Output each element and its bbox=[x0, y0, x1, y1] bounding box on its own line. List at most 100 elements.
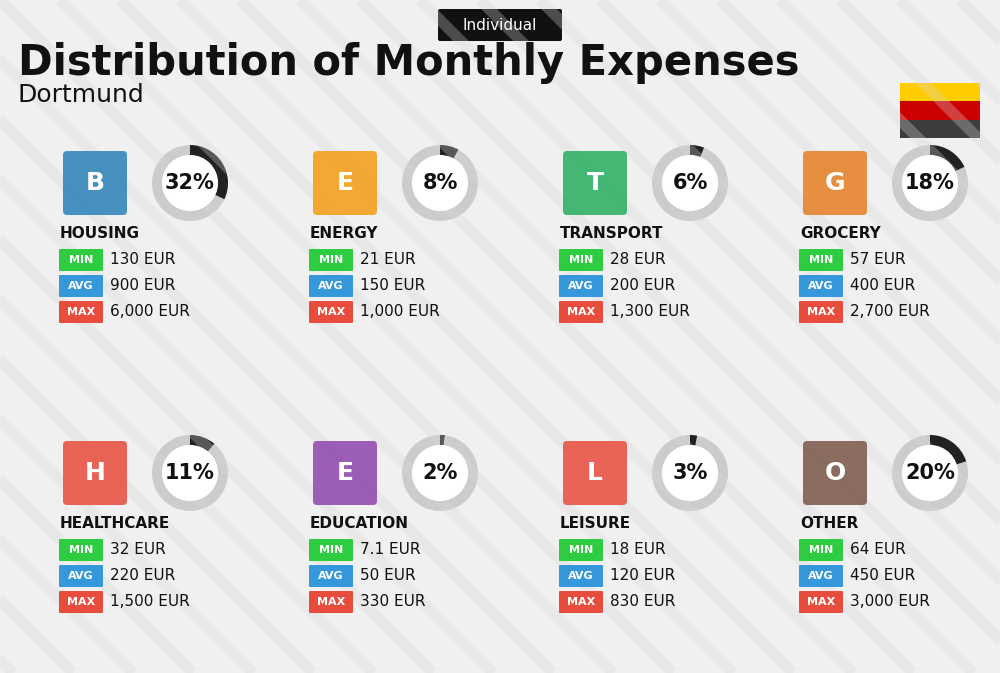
Wedge shape bbox=[892, 435, 968, 511]
Wedge shape bbox=[930, 435, 966, 464]
Text: 64 EUR: 64 EUR bbox=[850, 542, 906, 557]
FancyBboxPatch shape bbox=[313, 151, 377, 215]
Text: 21 EUR: 21 EUR bbox=[360, 252, 416, 267]
Text: L: L bbox=[587, 461, 603, 485]
Circle shape bbox=[903, 446, 957, 500]
Text: 18 EUR: 18 EUR bbox=[610, 542, 666, 557]
Text: B: B bbox=[86, 171, 104, 195]
Text: 28 EUR: 28 EUR bbox=[610, 252, 666, 267]
Text: 330 EUR: 330 EUR bbox=[360, 594, 426, 610]
Text: 1,500 EUR: 1,500 EUR bbox=[110, 594, 190, 610]
Wedge shape bbox=[652, 435, 728, 511]
FancyBboxPatch shape bbox=[59, 249, 103, 271]
Text: 220 EUR: 220 EUR bbox=[110, 569, 175, 583]
FancyBboxPatch shape bbox=[559, 249, 603, 271]
Text: MIN: MIN bbox=[319, 255, 343, 265]
Text: 400 EUR: 400 EUR bbox=[850, 279, 915, 293]
Text: MAX: MAX bbox=[567, 597, 595, 607]
Wedge shape bbox=[440, 435, 445, 446]
Text: 200 EUR: 200 EUR bbox=[610, 279, 675, 293]
Text: 57 EUR: 57 EUR bbox=[850, 252, 906, 267]
Text: E: E bbox=[336, 461, 354, 485]
Wedge shape bbox=[690, 145, 704, 157]
Text: ENERGY: ENERGY bbox=[310, 225, 378, 240]
Wedge shape bbox=[402, 435, 478, 511]
FancyBboxPatch shape bbox=[559, 591, 603, 613]
FancyBboxPatch shape bbox=[799, 565, 843, 587]
Text: HEALTHCARE: HEALTHCARE bbox=[60, 516, 170, 530]
FancyBboxPatch shape bbox=[900, 102, 980, 120]
FancyBboxPatch shape bbox=[309, 301, 353, 323]
Circle shape bbox=[163, 446, 217, 500]
Text: E: E bbox=[336, 171, 354, 195]
Text: 3%: 3% bbox=[672, 463, 708, 483]
Text: MAX: MAX bbox=[807, 597, 835, 607]
Text: 3,000 EUR: 3,000 EUR bbox=[850, 594, 930, 610]
FancyBboxPatch shape bbox=[559, 301, 603, 323]
Text: H: H bbox=[85, 461, 105, 485]
FancyBboxPatch shape bbox=[559, 275, 603, 297]
Text: AVG: AVG bbox=[808, 281, 834, 291]
Text: MIN: MIN bbox=[809, 255, 833, 265]
Text: 20%: 20% bbox=[905, 463, 955, 483]
FancyBboxPatch shape bbox=[59, 275, 103, 297]
Circle shape bbox=[663, 446, 717, 500]
Text: 6,000 EUR: 6,000 EUR bbox=[110, 304, 190, 320]
FancyBboxPatch shape bbox=[59, 301, 103, 323]
Text: AVG: AVG bbox=[568, 281, 594, 291]
Wedge shape bbox=[402, 145, 478, 221]
Text: 32%: 32% bbox=[165, 173, 215, 193]
FancyBboxPatch shape bbox=[799, 249, 843, 271]
Text: 1,000 EUR: 1,000 EUR bbox=[360, 304, 440, 320]
Text: MAX: MAX bbox=[567, 307, 595, 317]
Text: MIN: MIN bbox=[319, 545, 343, 555]
Wedge shape bbox=[190, 145, 228, 199]
Text: GROCERY: GROCERY bbox=[800, 225, 881, 240]
Text: 32 EUR: 32 EUR bbox=[110, 542, 166, 557]
Wedge shape bbox=[190, 435, 214, 452]
Circle shape bbox=[903, 155, 957, 211]
Text: MIN: MIN bbox=[809, 545, 833, 555]
FancyBboxPatch shape bbox=[438, 9, 562, 41]
FancyBboxPatch shape bbox=[59, 565, 103, 587]
Text: EDUCATION: EDUCATION bbox=[310, 516, 409, 530]
Wedge shape bbox=[440, 145, 458, 159]
Wedge shape bbox=[690, 435, 697, 446]
FancyBboxPatch shape bbox=[803, 151, 867, 215]
Wedge shape bbox=[652, 145, 728, 221]
Text: MAX: MAX bbox=[317, 307, 345, 317]
Text: Individual: Individual bbox=[463, 17, 537, 32]
FancyBboxPatch shape bbox=[799, 275, 843, 297]
FancyBboxPatch shape bbox=[900, 83, 980, 102]
Text: HOUSING: HOUSING bbox=[60, 225, 140, 240]
FancyBboxPatch shape bbox=[63, 441, 127, 505]
FancyBboxPatch shape bbox=[313, 441, 377, 505]
Text: LEISURE: LEISURE bbox=[560, 516, 631, 530]
Text: Distribution of Monthly Expenses: Distribution of Monthly Expenses bbox=[18, 42, 800, 84]
Text: 18%: 18% bbox=[905, 173, 955, 193]
Text: 2,700 EUR: 2,700 EUR bbox=[850, 304, 930, 320]
Text: AVG: AVG bbox=[68, 571, 94, 581]
Text: 450 EUR: 450 EUR bbox=[850, 569, 915, 583]
Circle shape bbox=[163, 155, 217, 211]
Text: T: T bbox=[586, 171, 604, 195]
Circle shape bbox=[413, 155, 467, 211]
FancyBboxPatch shape bbox=[563, 151, 627, 215]
Text: MAX: MAX bbox=[67, 597, 95, 607]
Circle shape bbox=[413, 446, 467, 500]
Text: 11%: 11% bbox=[165, 463, 215, 483]
Text: 6%: 6% bbox=[672, 173, 708, 193]
Text: 8%: 8% bbox=[422, 173, 458, 193]
Text: TRANSPORT: TRANSPORT bbox=[560, 225, 664, 240]
Wedge shape bbox=[930, 145, 964, 172]
FancyBboxPatch shape bbox=[309, 591, 353, 613]
Text: MAX: MAX bbox=[317, 597, 345, 607]
Text: AVG: AVG bbox=[318, 571, 344, 581]
Text: 130 EUR: 130 EUR bbox=[110, 252, 175, 267]
FancyBboxPatch shape bbox=[309, 249, 353, 271]
Text: AVG: AVG bbox=[568, 571, 594, 581]
FancyBboxPatch shape bbox=[559, 565, 603, 587]
Wedge shape bbox=[892, 145, 968, 221]
Text: 120 EUR: 120 EUR bbox=[610, 569, 675, 583]
Text: OTHER: OTHER bbox=[800, 516, 858, 530]
